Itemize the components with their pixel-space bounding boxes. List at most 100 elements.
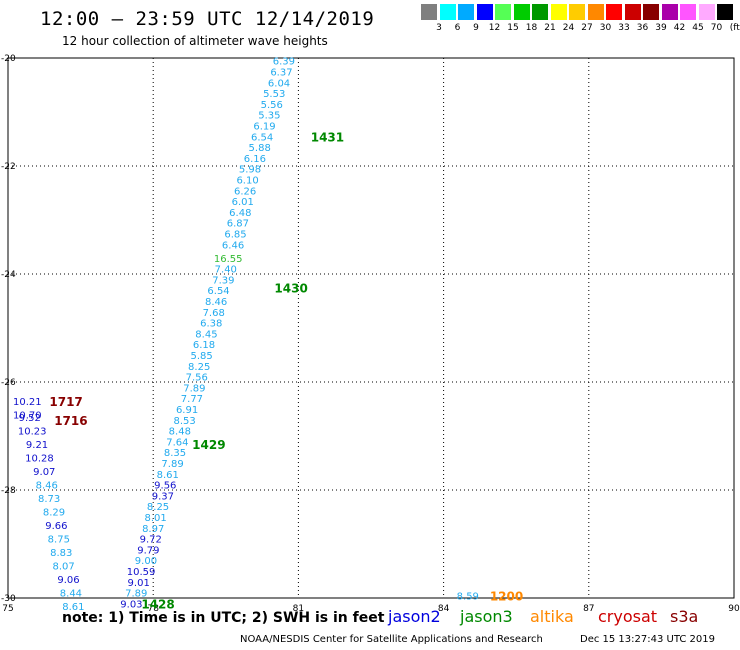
wave-height-point: 8.53	[174, 416, 196, 427]
pass-time-label: 1200	[490, 589, 523, 603]
wave-height-point: 9.79	[137, 545, 159, 556]
scale-label: 18	[525, 23, 538, 33]
wave-height-point: 6.48	[229, 208, 251, 219]
wave-height-point: 8.46	[36, 481, 58, 492]
pass-time-label: 1717	[49, 395, 82, 409]
wave-height-point: 10.70	[13, 410, 42, 421]
wave-height-point: 5.35	[258, 111, 280, 122]
scale-label: 36	[636, 23, 649, 33]
wave-height-point: 9.00	[135, 556, 157, 567]
wave-height-point: 8.61	[157, 470, 179, 481]
wave-height-point: 6.16	[244, 154, 266, 165]
wave-height-point: 5.53	[263, 89, 285, 100]
wave-height-point: 5.56	[261, 100, 283, 111]
wave-height-point: 6.04	[268, 78, 290, 89]
scale-label: 6	[454, 23, 461, 33]
wave-height-point: 9.01	[128, 578, 150, 589]
wave-height-point: 8.29	[43, 508, 65, 519]
wave-height-point: 6.87	[227, 219, 249, 230]
scale-label: 21	[544, 23, 556, 33]
legend-item-jason3: jason3	[460, 607, 513, 626]
legend-item-s3a: s3a	[670, 607, 699, 626]
y-tick-label: -20	[1, 54, 16, 64]
legend-item-jason2: jason2	[388, 607, 441, 626]
wave-height-point: 10.21	[13, 397, 42, 408]
legend-item-altika: altika	[530, 607, 574, 626]
wave-height-point: 16.55	[214, 254, 243, 265]
wave-height-point: 9.72	[140, 535, 162, 546]
wave-height-point: 6.01	[232, 197, 254, 208]
scale-swatch	[513, 4, 530, 20]
wave-height-point: 7.77	[181, 394, 203, 405]
wave-height-point: 9.03	[120, 599, 142, 610]
units-note: note: 1) Time is in UTC; 2) SWH is in fe…	[62, 610, 385, 626]
scale-swatch	[717, 4, 733, 20]
wave-height-point: 6.46	[222, 240, 244, 251]
wave-height-point: 8.01	[144, 513, 166, 524]
scale-label: 9	[473, 23, 479, 33]
wave-height-point: 7.40	[215, 265, 237, 276]
timestamp-text: Dec 15 13:27:43 UTC 2019	[580, 634, 715, 645]
scale-swatch	[606, 4, 622, 20]
wave-height-point: 10.59	[127, 567, 156, 578]
wave-height-point: 6.91	[176, 405, 198, 416]
wave-height-point: 6.39	[273, 57, 295, 68]
scale-swatch	[680, 4, 696, 20]
wave-height-point: 10.28	[25, 454, 54, 465]
wave-height-point: 8.75	[48, 535, 70, 546]
wave-height-point: 8.48	[169, 427, 191, 438]
pass-time-label: 1716	[54, 414, 87, 428]
wave-height-point: 7.89	[125, 589, 147, 600]
scale-label: 70	[710, 23, 723, 33]
scale-swatch	[439, 4, 456, 20]
scale-label: 3	[436, 23, 442, 33]
scale-swatch	[495, 4, 511, 20]
wave-height-point: 6.18	[193, 340, 215, 351]
wave-height-point: 8.97	[142, 524, 164, 535]
legend-item-cryosat: cryosat	[598, 607, 658, 626]
scale-label: 30	[599, 23, 612, 33]
scale-swatch	[624, 4, 641, 20]
x-tick-label: 90	[728, 604, 740, 614]
x-tick-label: 81	[293, 604, 304, 614]
y-tick-label: -22	[1, 162, 16, 172]
x-tick-label: 75	[2, 604, 13, 614]
wave-height-point: 8.07	[53, 562, 75, 573]
scale-unit: (ft)	[729, 23, 740, 33]
scale-label: 15	[507, 23, 519, 33]
wave-height-point: 8.73	[38, 494, 60, 505]
wave-height-point: 8.35	[164, 448, 186, 459]
scale-swatch	[698, 4, 715, 20]
wave-height-point: 9.52	[19, 413, 41, 424]
wave-height-point: 9.21	[26, 440, 48, 451]
scale-label: 27	[581, 23, 593, 33]
wave-height-point: 7.56	[186, 373, 208, 384]
x-tick-label: 84	[438, 604, 450, 614]
wave-height-point: 7.89	[183, 383, 205, 394]
scale-swatch	[643, 4, 659, 20]
wave-height-point: 9.56	[154, 481, 176, 492]
pass-time-label: 1429	[192, 438, 225, 452]
scale-swatch	[587, 4, 604, 20]
wave-height-point: 9.37	[152, 491, 174, 502]
wave-height-point: 6.19	[253, 122, 275, 133]
wave-height-point: 8.46	[205, 297, 227, 308]
wave-height-point: 9.06	[57, 575, 79, 586]
scale-swatch	[458, 4, 474, 20]
pass-time-label: 1431	[311, 130, 344, 144]
scale-label: 39	[655, 23, 667, 33]
wave-height-point: 6.54	[207, 286, 229, 297]
wave-height-point: 8.59	[457, 591, 479, 602]
scale-label: 12	[488, 23, 501, 33]
wave-height-point: 8.61	[62, 602, 84, 613]
wave-height-point: 7.64	[166, 437, 188, 448]
scale-label: 45	[692, 23, 704, 33]
wave-height-point: 10.23	[18, 427, 47, 438]
wave-height-point: 6.85	[224, 230, 246, 241]
chart-subtitle: 12 hour collection of altimeter wave hei…	[62, 34, 328, 48]
wave-height-point: 8.45	[195, 329, 217, 340]
credit-text: NOAA/NESDIS Center for Satellite Applica…	[240, 634, 543, 645]
x-tick-label: 78	[147, 604, 159, 614]
wave-height-point: 6.54	[251, 132, 273, 143]
